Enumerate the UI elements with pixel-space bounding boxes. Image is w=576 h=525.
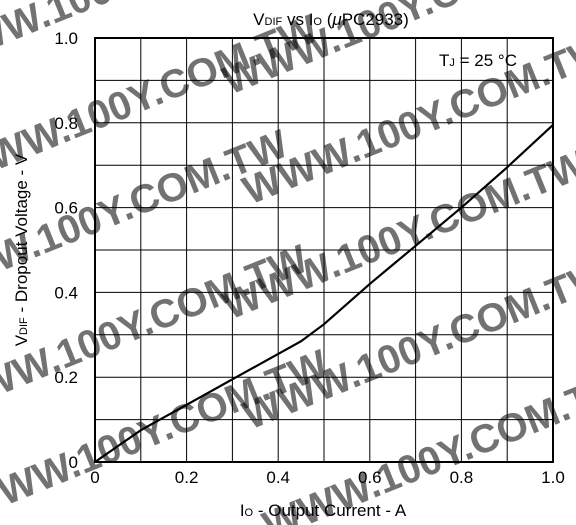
y-tick-label: 0.2 (54, 368, 78, 387)
chart-title: VDIF vs IO (μPC2933) (253, 10, 409, 29)
y-tick-label: 1.0 (54, 29, 78, 48)
y-tick-label: 0.4 (54, 283, 78, 302)
y-tick-label: 0 (69, 453, 78, 472)
x-tick-label: 0.2 (175, 468, 199, 487)
x-axis-ticks: 0 0.2 0.4 0.6 0.8 1.0 (90, 468, 565, 487)
grid (95, 38, 553, 462)
y-tick-label: 0.6 (54, 199, 78, 218)
x-tick-label: 1.0 (541, 468, 565, 487)
annotation-junction-temperature: TJ = 25 °C (439, 51, 517, 70)
series-line-dropout-voltage (94, 124, 554, 463)
y-tick-label: 0.8 (54, 114, 78, 133)
x-axis-label: IO - Output Current - A (240, 501, 407, 520)
x-tick-label: 0 (90, 468, 99, 487)
y-axis-ticks: 0 0.2 0.4 0.6 0.8 1.0 (54, 29, 78, 472)
x-tick-label: 0.6 (358, 468, 382, 487)
x-tick-label: 0.8 (450, 468, 474, 487)
x-tick-label: 0.4 (266, 468, 290, 487)
plot-frame (94, 37, 554, 463)
y-axis-label: VDIF - Dropout Voltage - V (12, 153, 31, 346)
